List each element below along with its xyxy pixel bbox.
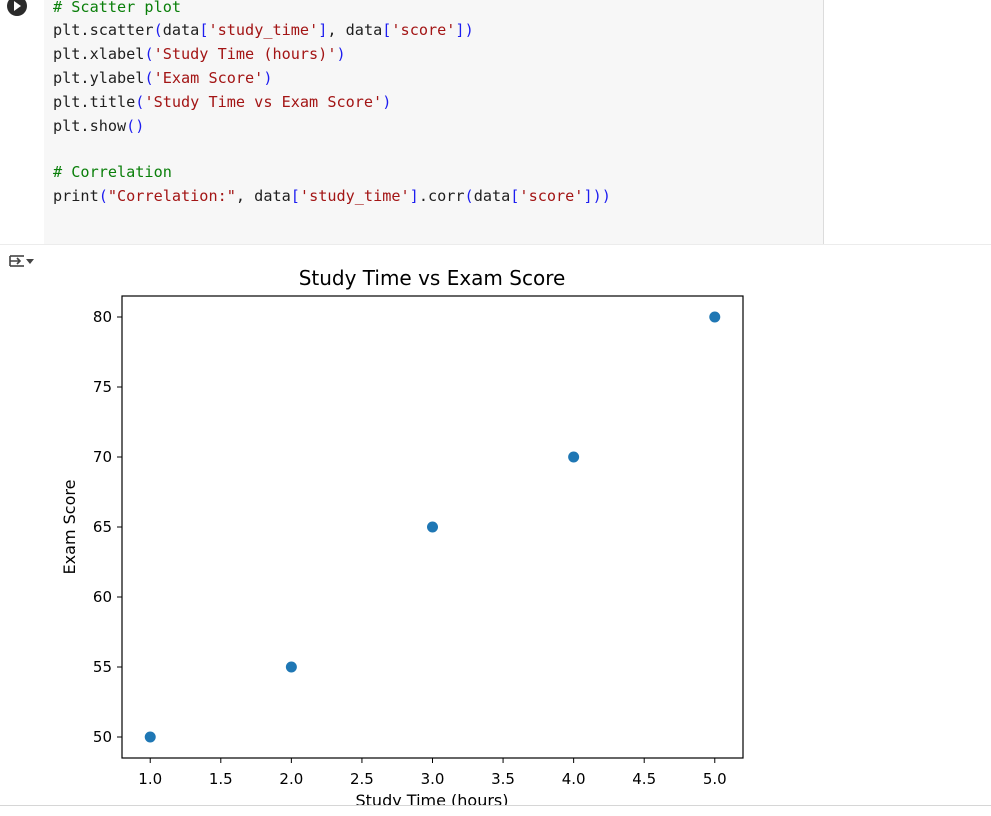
y-tick-label: 60	[93, 588, 112, 606]
play-circle-icon	[7, 0, 27, 16]
x-tick-label: 1.0	[138, 770, 162, 788]
code-token: ]	[409, 187, 419, 205]
y-axis: 50 55 60 65 70 75 80	[93, 308, 122, 746]
cell-separator	[0, 244, 991, 245]
y-tick-label: 55	[93, 658, 112, 676]
code-line[interactable]: # Correlation	[53, 160, 172, 184]
code-token: (	[153, 21, 163, 39]
x-tick-label: 1.5	[209, 770, 233, 788]
data-point	[144, 731, 156, 743]
code-token: ]	[318, 21, 328, 39]
code-line[interactable]: plt.xlabel('Study Time (hours)')	[53, 42, 346, 66]
code-token: 'score'	[391, 21, 456, 39]
y-tick-label: 75	[93, 378, 112, 396]
code-line[interactable]: print("Correlation:", data['study_time']…	[53, 184, 611, 208]
code-token: plt.title	[53, 93, 136, 111]
code-token: (	[144, 45, 154, 63]
code-token: "Correlation:"	[107, 187, 236, 205]
code-token: , data	[327, 21, 383, 39]
code-token: .corr	[418, 187, 465, 205]
output-expand-icon	[9, 255, 34, 267]
code-token: (	[98, 187, 108, 205]
code-token: data	[473, 187, 511, 205]
code-token: # Correlation	[53, 163, 172, 181]
code-token: # Scatter plot	[53, 0, 182, 16]
data-point	[568, 451, 580, 463]
code-token: print	[53, 187, 99, 205]
y-axis-label: Exam Score	[60, 480, 79, 575]
x-tick-label: 5.0	[703, 770, 727, 788]
code-token: data	[162, 21, 200, 39]
run-cell-button[interactable]	[6, 0, 28, 22]
code-token: 'Exam Score'	[153, 69, 264, 87]
code-token: ])	[455, 21, 474, 39]
code-token: 'study_time'	[208, 21, 319, 39]
code-token: plt.show	[53, 117, 127, 135]
code-line[interactable]: plt.scatter(data['study_time'], data['sc…	[53, 18, 474, 42]
code-token: plt.xlabel	[53, 45, 145, 63]
data-point	[285, 661, 297, 673]
scatter-points	[144, 311, 721, 743]
x-tick-label: 2.5	[350, 770, 374, 788]
x-tick-label: 2.0	[279, 770, 303, 788]
x-tick-label: 4.0	[562, 770, 586, 788]
code-token: (	[464, 187, 474, 205]
code-token: plt.ylabel	[53, 69, 145, 87]
output-bottom-border	[0, 805, 991, 806]
y-tick-label: 80	[93, 308, 112, 326]
code-token: )	[263, 69, 273, 87]
code-line[interactable]: # Scatter plot	[53, 0, 181, 19]
code-token: 'score'	[519, 187, 584, 205]
code-token: [	[382, 21, 392, 39]
code-token: (	[135, 93, 145, 111]
code-token: )	[382, 93, 392, 111]
x-tick-label: 4.5	[632, 770, 656, 788]
x-tick-label: 3.0	[421, 770, 445, 788]
cell-divider	[823, 0, 824, 244]
code-token: ()	[126, 117, 145, 135]
code-line[interactable]: plt.ylabel('Exam Score')	[53, 66, 272, 90]
output-toggle-button[interactable]	[6, 252, 36, 278]
data-point	[427, 521, 438, 533]
code-token: plt.scatter	[53, 21, 154, 39]
code-token: [	[290, 187, 300, 205]
x-axis: 1.0 1.5 2.0 2.5 3.0 3.5 4.0 4.5 5.0	[138, 758, 727, 788]
code-token: 'Study Time (hours)'	[153, 45, 337, 63]
code-cell[interactable]: # Scatter plot plt.scatter(data['study_ti…	[0, 0, 991, 244]
code-token: 'Study Time vs Exam Score'	[144, 93, 383, 111]
code-line[interactable]: plt.title('Study Time vs Exam Score')	[53, 90, 391, 114]
code-token: (	[144, 69, 154, 87]
code-editor[interactable]	[44, 0, 823, 244]
scatter-chart: Study Time vs Exam Score 1.0 1.5 2.0 2.5 3.0…	[60, 266, 744, 805]
code-token: [	[199, 21, 209, 39]
data-point	[709, 311, 721, 323]
code-token: ]))	[583, 187, 611, 205]
y-tick-label: 70	[93, 448, 112, 466]
x-tick-label: 3.5	[491, 770, 515, 788]
chart-title: Study Time vs Exam Score	[299, 266, 566, 290]
x-axis-label: Study Time (hours)	[356, 791, 509, 805]
code-token: [	[510, 187, 520, 205]
code-token: )	[336, 45, 346, 63]
y-tick-label: 50	[93, 728, 112, 746]
code-line[interactable]: plt.show()	[53, 114, 144, 138]
code-token: 'study_time'	[299, 187, 410, 205]
code-token: , data	[235, 187, 291, 205]
y-tick-label: 65	[93, 518, 112, 536]
